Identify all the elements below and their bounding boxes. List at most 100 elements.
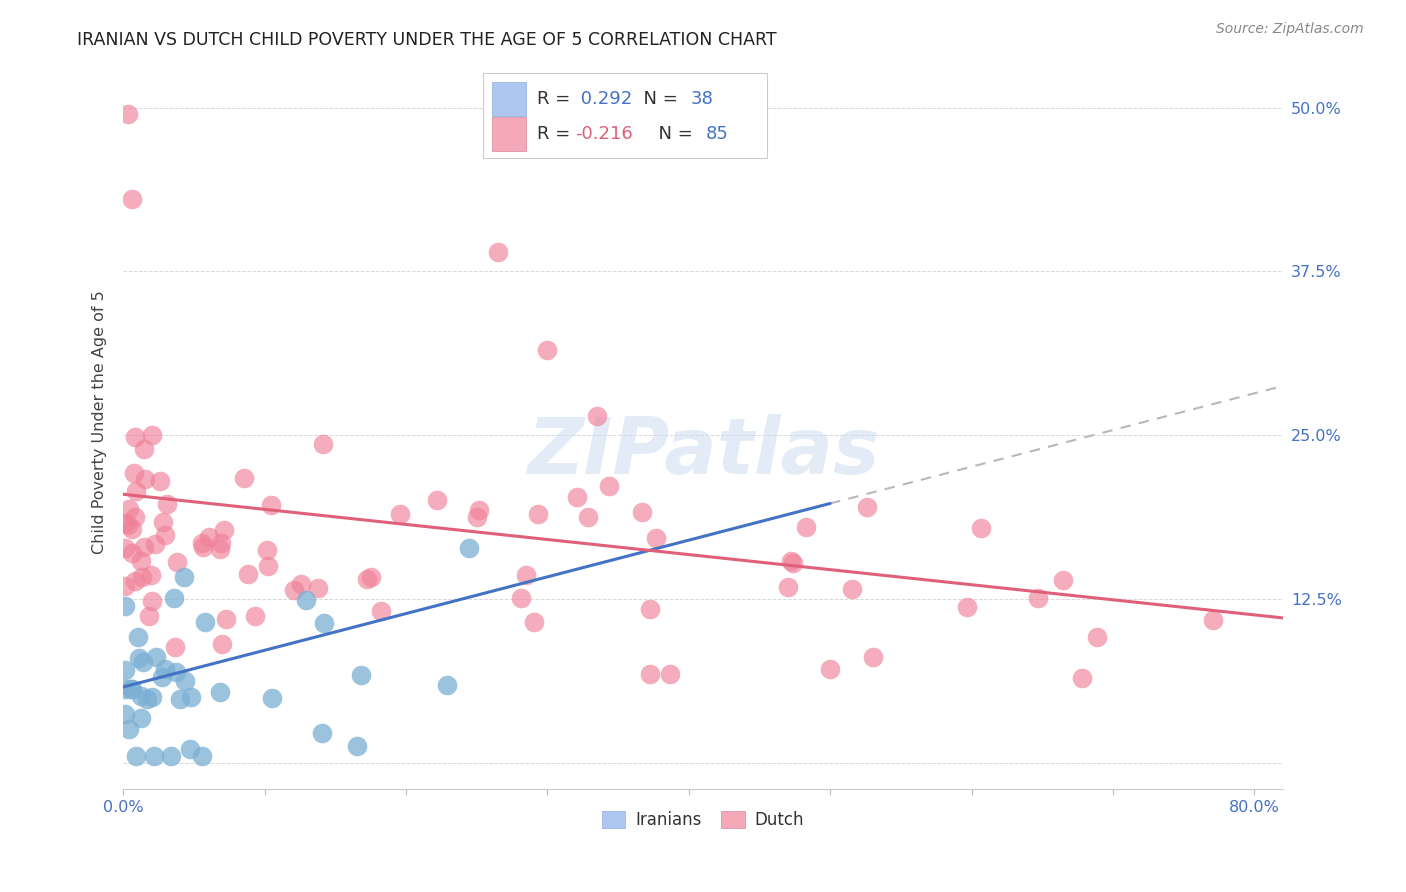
Point xyxy=(114,706,136,721)
Point xyxy=(659,667,682,681)
Point xyxy=(129,711,152,725)
Point xyxy=(956,599,979,614)
Point xyxy=(173,570,195,584)
Point xyxy=(256,542,278,557)
Point xyxy=(576,510,599,524)
Point xyxy=(467,502,489,516)
Point xyxy=(122,466,145,480)
Point xyxy=(134,472,156,486)
Point xyxy=(190,749,212,764)
Point xyxy=(121,546,143,560)
Point xyxy=(820,662,842,676)
Point xyxy=(198,530,221,544)
Text: 0.292: 0.292 xyxy=(575,90,633,108)
Point xyxy=(125,483,148,498)
Point xyxy=(209,536,232,550)
Text: N =: N = xyxy=(633,90,683,108)
Point xyxy=(135,692,157,706)
Point xyxy=(169,691,191,706)
Point xyxy=(290,576,312,591)
Point xyxy=(129,554,152,568)
Point xyxy=(153,662,176,676)
Text: Source: ZipAtlas.com: Source: ZipAtlas.com xyxy=(1216,22,1364,37)
Point xyxy=(131,570,153,584)
Point xyxy=(209,541,232,556)
Point xyxy=(970,521,993,535)
Text: ZIPatlas: ZIPatlas xyxy=(527,414,879,490)
Point xyxy=(139,567,162,582)
Text: 85: 85 xyxy=(706,125,728,143)
Point xyxy=(132,540,155,554)
Point xyxy=(129,689,152,703)
Point xyxy=(124,749,146,764)
Point xyxy=(127,630,149,644)
Point xyxy=(294,593,316,607)
FancyBboxPatch shape xyxy=(482,73,766,158)
Point xyxy=(150,670,173,684)
Legend: Iranians, Dutch: Iranians, Dutch xyxy=(595,805,811,836)
Point xyxy=(143,537,166,551)
Point xyxy=(173,673,195,688)
Point xyxy=(132,442,155,456)
Point xyxy=(120,682,142,697)
Point xyxy=(638,667,661,681)
Point xyxy=(350,668,373,682)
Point xyxy=(645,531,668,545)
Point xyxy=(117,107,139,121)
FancyBboxPatch shape xyxy=(492,82,526,116)
Text: N =: N = xyxy=(647,125,699,143)
Point xyxy=(436,678,458,692)
Point xyxy=(794,520,817,534)
Point xyxy=(1071,671,1094,685)
Point xyxy=(114,663,136,677)
Point xyxy=(114,579,136,593)
Point xyxy=(312,616,335,631)
Point xyxy=(163,591,186,606)
Text: IRANIAN VS DUTCH CHILD POVERTY UNDER THE AGE OF 5 CORRELATION CHART: IRANIAN VS DUTCH CHILD POVERTY UNDER THE… xyxy=(77,31,778,49)
Point xyxy=(180,690,202,705)
Point xyxy=(631,505,654,519)
Point xyxy=(191,536,214,550)
Point xyxy=(142,749,165,764)
Point xyxy=(117,518,139,533)
Point xyxy=(260,498,283,512)
Point xyxy=(121,682,143,697)
Point xyxy=(536,343,558,357)
Point xyxy=(515,568,537,582)
Point xyxy=(193,540,215,554)
Point xyxy=(212,523,235,537)
Point xyxy=(426,492,449,507)
Point xyxy=(1085,630,1108,644)
Point xyxy=(640,602,662,616)
FancyBboxPatch shape xyxy=(492,117,526,151)
Point xyxy=(236,567,259,582)
Point xyxy=(163,640,186,654)
Point xyxy=(138,609,160,624)
Point xyxy=(211,636,233,650)
Point xyxy=(141,690,163,704)
Point xyxy=(370,604,392,618)
Point xyxy=(778,580,800,594)
Point xyxy=(1052,574,1074,588)
Point xyxy=(215,612,238,626)
Point xyxy=(260,690,283,705)
Point xyxy=(194,615,217,629)
Point xyxy=(565,490,588,504)
Point xyxy=(124,574,146,588)
Text: R =: R = xyxy=(537,125,576,143)
Text: 38: 38 xyxy=(690,90,713,108)
Point xyxy=(124,510,146,524)
Point xyxy=(779,554,801,568)
Point xyxy=(149,474,172,488)
Point xyxy=(121,192,143,206)
Point xyxy=(114,599,136,614)
Point xyxy=(243,609,266,624)
Point xyxy=(165,665,187,680)
Point xyxy=(1026,591,1049,606)
Point xyxy=(179,742,201,756)
Point xyxy=(257,559,280,574)
Point xyxy=(156,497,179,511)
Point xyxy=(586,409,609,423)
Point xyxy=(141,427,163,442)
Point xyxy=(510,591,533,606)
